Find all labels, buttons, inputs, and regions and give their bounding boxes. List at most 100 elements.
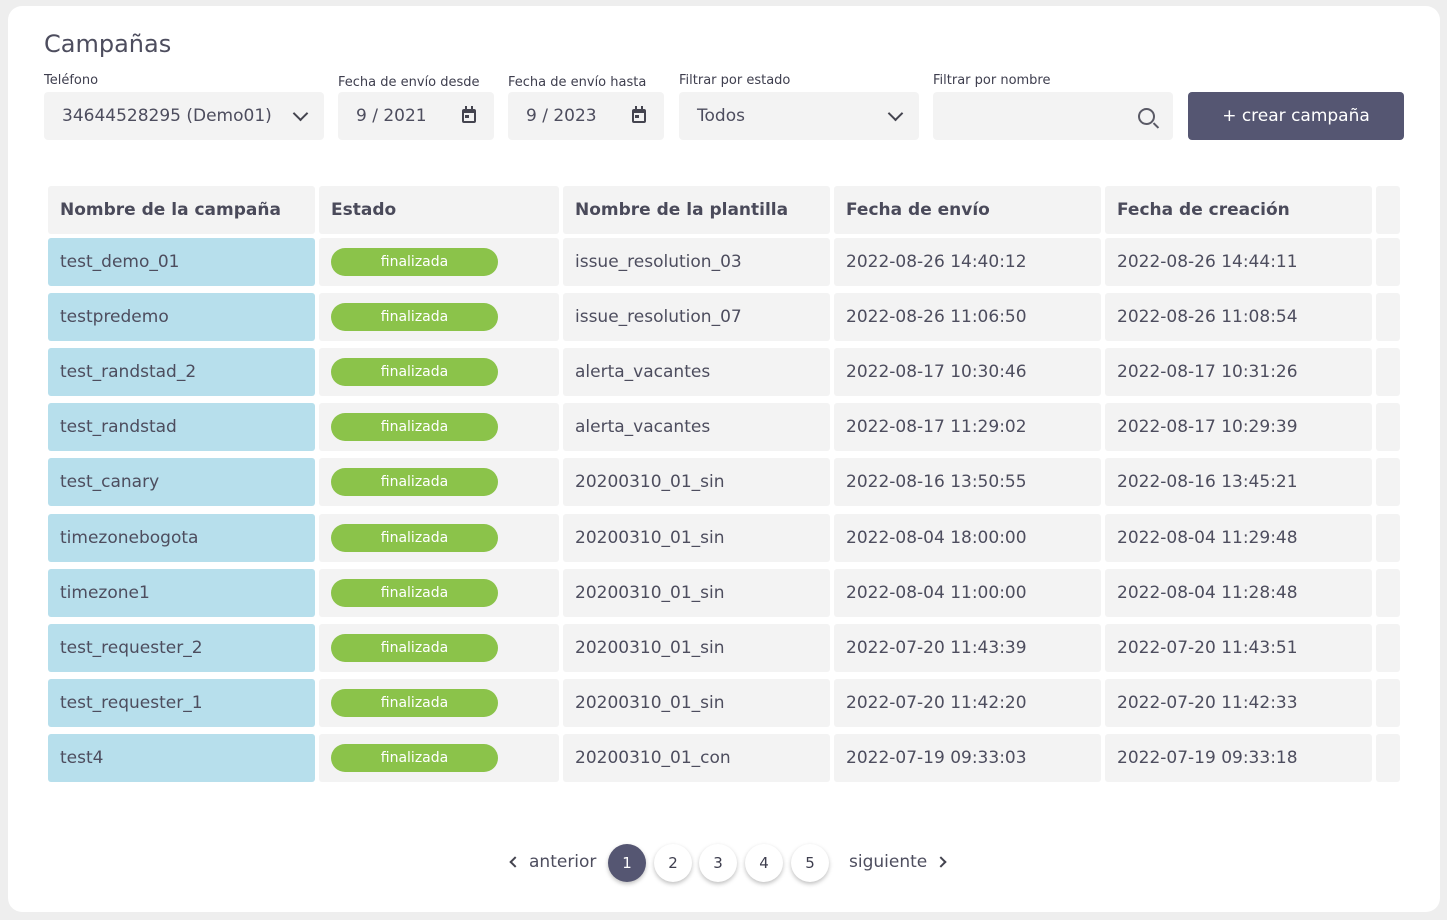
phone-label: Teléfono — [44, 73, 99, 88]
chevron-down-icon — [292, 105, 309, 122]
template-cell: 20200310_01_sin — [563, 514, 830, 562]
template-cell: 20200310_01_sin — [563, 458, 830, 506]
pagination-next-label: siguiente — [849, 852, 928, 872]
extra-cell — [1376, 679, 1400, 727]
created-date-cell: 2022-07-20 11:43:51 — [1105, 624, 1372, 672]
campaign-name-cell[interactable]: test_demo_01 — [48, 238, 315, 286]
date-to-input[interactable]: 9 / 2023 — [508, 92, 664, 140]
status-cell: finalizada — [319, 734, 559, 782]
phone-select[interactable]: 34644528295 (Demo01) — [44, 92, 324, 140]
status-badge: finalizada — [331, 358, 498, 386]
column-header-sent-date[interactable]: Fecha de envío — [834, 186, 1101, 234]
page-button-4[interactable]: 4 — [745, 844, 783, 882]
table-row[interactable]: test_requester_2 finalizada 20200310_01_… — [48, 624, 1400, 672]
search-icon[interactable] — [1138, 107, 1155, 125]
status-select[interactable]: Todos — [679, 92, 919, 140]
sent-date-cell: 2022-07-19 09:33:03 — [834, 734, 1101, 782]
campaign-name-cell[interactable]: timezonebogota — [48, 514, 315, 562]
created-date-cell: 2022-08-26 11:08:54 — [1105, 293, 1372, 341]
status-badge: finalizada — [331, 579, 498, 607]
page-button-2[interactable]: 2 — [654, 844, 692, 882]
campaign-name-cell[interactable]: testpredemo — [48, 293, 315, 341]
date-from-value: 9 / 2021 — [356, 106, 427, 126]
date-to-value: 9 / 2023 — [526, 106, 597, 126]
calendar-icon[interactable] — [632, 106, 646, 123]
table-row[interactable]: timezonebogota finalizada 20200310_01_si… — [48, 514, 1400, 562]
status-badge: finalizada — [331, 524, 498, 552]
pagination-next[interactable]: siguiente — [849, 852, 947, 872]
page-button-3[interactable]: 3 — [699, 844, 737, 882]
table-header-row: Nombre de la campaña Estado Nombre de la… — [48, 186, 1400, 234]
column-header-name[interactable]: Nombre de la campaña — [48, 186, 315, 234]
extra-cell — [1376, 348, 1400, 396]
extra-cell — [1376, 569, 1400, 617]
status-cell: finalizada — [319, 679, 559, 727]
table-row[interactable]: test_canary finalizada 20200310_01_sin 2… — [48, 458, 1400, 506]
template-cell: alerta_vacantes — [563, 403, 830, 451]
create-campaign-button[interactable]: + crear campaña — [1188, 92, 1404, 140]
chevron-left-icon — [509, 856, 521, 868]
calendar-icon[interactable] — [462, 106, 476, 123]
table-row[interactable]: test_randstad_2 finalizada alerta_vacant… — [48, 348, 1400, 396]
template-cell: 20200310_01_sin — [563, 679, 830, 727]
status-badge: finalizada — [331, 468, 498, 496]
template-cell: 20200310_01_sin — [563, 569, 830, 617]
created-date-cell: 2022-08-17 10:31:26 — [1105, 348, 1372, 396]
table-row[interactable]: timezone1 finalizada 20200310_01_sin 202… — [48, 569, 1400, 617]
campaign-name-cell[interactable]: timezone1 — [48, 569, 315, 617]
status-badge: finalizada — [331, 634, 498, 662]
created-date-cell: 2022-07-19 09:33:18 — [1105, 734, 1372, 782]
campaign-name-cell[interactable]: test_canary — [48, 458, 315, 506]
name-search-input[interactable] — [933, 92, 1173, 140]
chevron-down-icon — [887, 105, 904, 122]
campaign-name-cell[interactable]: test_requester_1 — [48, 679, 315, 727]
column-header-status[interactable]: Estado — [319, 186, 559, 234]
status-badge: finalizada — [331, 689, 498, 717]
page-button-5[interactable]: 5 — [791, 844, 829, 882]
status-cell: finalizada — [319, 348, 559, 396]
table-row[interactable]: testpredemo finalizada issue_resolution_… — [48, 293, 1400, 341]
campaign-name-cell[interactable]: test_randstad — [48, 403, 315, 451]
pagination-prev[interactable]: anterior — [509, 852, 596, 872]
extra-cell — [1376, 403, 1400, 451]
status-cell: finalizada — [319, 238, 559, 286]
created-date-cell: 2022-08-26 14:44:11 — [1105, 238, 1372, 286]
sent-date-cell: 2022-08-26 14:40:12 — [834, 238, 1101, 286]
sent-date-cell: 2022-08-17 11:29:02 — [834, 403, 1101, 451]
status-badge: finalizada — [331, 248, 498, 276]
created-date-cell: 2022-08-04 11:29:48 — [1105, 514, 1372, 562]
table-row[interactable]: test_demo_01 finalizada issue_resolution… — [48, 238, 1400, 286]
status-cell: finalizada — [319, 293, 559, 341]
status-cell: finalizada — [319, 514, 559, 562]
date-from-input[interactable]: 9 / 2021 — [338, 92, 494, 140]
column-header-extra — [1376, 186, 1400, 234]
campaign-name-cell[interactable]: test4 — [48, 734, 315, 782]
table-row[interactable]: test_requester_1 finalizada 20200310_01_… — [48, 679, 1400, 727]
template-cell: 20200310_01_con — [563, 734, 830, 782]
date-to-label: Fecha de envío hasta — [508, 75, 647, 90]
page-button-1[interactable]: 1 — [608, 844, 646, 882]
created-date-cell: 2022-08-16 13:45:21 — [1105, 458, 1372, 506]
extra-cell — [1376, 293, 1400, 341]
sent-date-cell: 2022-07-20 11:42:20 — [834, 679, 1101, 727]
created-date-cell: 2022-08-17 10:29:39 — [1105, 403, 1372, 451]
sent-date-cell: 2022-08-16 13:50:55 — [834, 458, 1101, 506]
table-row[interactable]: test4 finalizada 20200310_01_con 2022-07… — [48, 734, 1400, 782]
table-row[interactable]: test_randstad finalizada alerta_vacantes… — [48, 403, 1400, 451]
extra-cell — [1376, 458, 1400, 506]
status-select-value: Todos — [697, 106, 745, 126]
campaign-name-cell[interactable]: test_randstad_2 — [48, 348, 315, 396]
campaign-name-cell[interactable]: test_requester_2 — [48, 624, 315, 672]
column-header-template[interactable]: Nombre de la plantilla — [563, 186, 830, 234]
status-badge: finalizada — [331, 303, 498, 331]
extra-cell — [1376, 238, 1400, 286]
page-title: Campañas — [44, 30, 172, 58]
status-cell: finalizada — [319, 569, 559, 617]
status-cell: finalizada — [319, 403, 559, 451]
column-header-created-date[interactable]: Fecha de creación — [1105, 186, 1372, 234]
status-badge: finalizada — [331, 413, 498, 441]
status-cell: finalizada — [319, 624, 559, 672]
name-filter-label: Filtrar por nombre — [933, 73, 1051, 88]
phone-select-value: 34644528295 (Demo01) — [62, 106, 272, 126]
template-cell: issue_resolution_03 — [563, 238, 830, 286]
